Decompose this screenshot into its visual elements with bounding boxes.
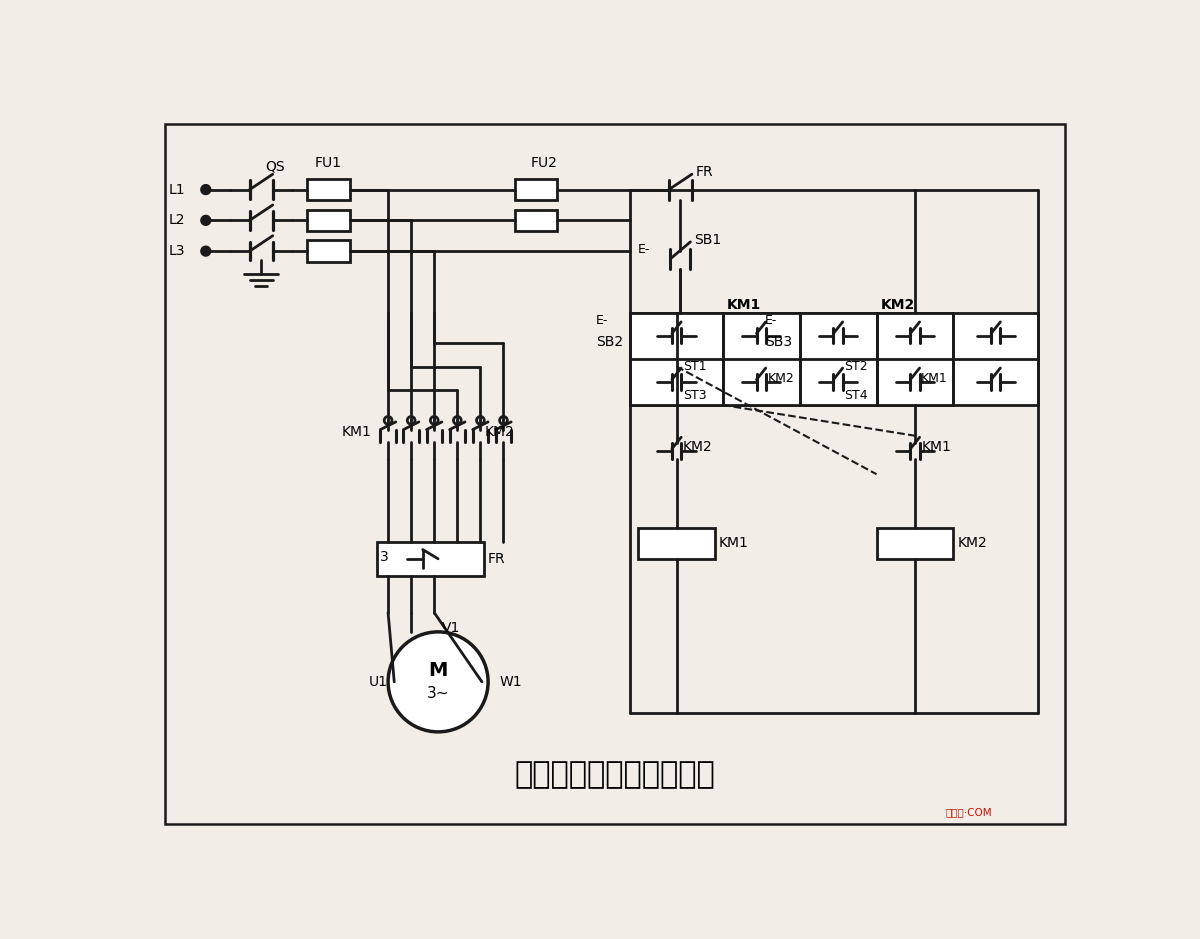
- Circle shape: [202, 185, 210, 193]
- Text: ST1: ST1: [683, 360, 707, 373]
- Circle shape: [202, 247, 210, 255]
- Text: KM2: KM2: [485, 424, 514, 439]
- Text: E-: E-: [638, 243, 650, 256]
- Text: 接线图·COM: 接线图·COM: [946, 808, 992, 818]
- Text: V1: V1: [442, 621, 461, 635]
- Text: KM2: KM2: [958, 536, 988, 550]
- Text: L3: L3: [169, 244, 185, 258]
- Circle shape: [388, 632, 488, 731]
- Text: U1: U1: [368, 675, 388, 689]
- Text: SB2: SB2: [595, 335, 623, 349]
- Bar: [515, 178, 557, 200]
- Bar: [515, 209, 557, 231]
- Text: L2: L2: [169, 213, 185, 227]
- Text: KM1: KM1: [342, 424, 372, 439]
- Text: FR: FR: [696, 165, 713, 179]
- Circle shape: [454, 417, 461, 424]
- Text: KM1: KM1: [726, 298, 761, 312]
- Text: L1: L1: [169, 182, 186, 196]
- Text: 电动机自动往返控制电路: 电动机自动往返控制电路: [515, 760, 715, 789]
- Text: QS: QS: [265, 160, 284, 174]
- Text: E-: E-: [595, 314, 608, 327]
- Bar: [630, 313, 1038, 405]
- Text: SB1: SB1: [695, 233, 721, 247]
- Text: FU2: FU2: [530, 156, 557, 170]
- Text: FU1: FU1: [316, 156, 342, 170]
- Text: ST2: ST2: [845, 360, 868, 373]
- Circle shape: [384, 417, 392, 424]
- Bar: [307, 209, 349, 231]
- Bar: [307, 178, 349, 200]
- Bar: [630, 313, 954, 405]
- Text: KM2: KM2: [881, 298, 914, 312]
- Text: M: M: [428, 661, 448, 680]
- Text: 3~: 3~: [427, 685, 449, 700]
- Bar: [307, 240, 349, 262]
- Text: ST4: ST4: [845, 390, 868, 402]
- Text: KM1: KM1: [922, 372, 948, 385]
- Text: 3: 3: [380, 550, 389, 564]
- Circle shape: [499, 417, 508, 424]
- Text: E-: E-: [764, 314, 778, 327]
- Circle shape: [476, 417, 485, 424]
- Text: FR: FR: [488, 552, 505, 566]
- Circle shape: [202, 216, 210, 224]
- Bar: [377, 542, 485, 576]
- Circle shape: [431, 417, 438, 424]
- Text: ST3: ST3: [683, 390, 707, 402]
- Bar: [638, 528, 715, 559]
- Text: KM1: KM1: [719, 536, 749, 550]
- Bar: [876, 528, 954, 559]
- Text: KM2: KM2: [683, 440, 713, 454]
- Text: W1: W1: [499, 675, 522, 689]
- Text: KM1: KM1: [922, 440, 952, 454]
- Text: KM2: KM2: [767, 372, 794, 385]
- Text: SB3: SB3: [764, 335, 792, 349]
- Circle shape: [407, 417, 415, 424]
